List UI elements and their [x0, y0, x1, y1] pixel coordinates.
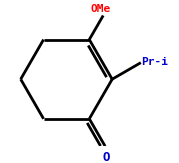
Text: Pr-i: Pr-i: [141, 58, 168, 67]
Text: OMe: OMe: [91, 4, 111, 14]
Text: O: O: [102, 151, 110, 163]
